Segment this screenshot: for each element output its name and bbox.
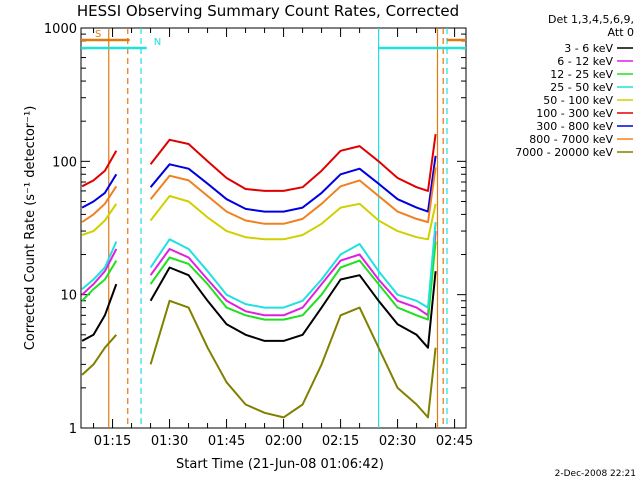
legend-label: 100 - 300 keV: [536, 107, 613, 120]
series-line: [81, 283, 118, 342]
x-tick-label: 02:00: [265, 434, 302, 449]
series-line: [81, 241, 118, 290]
timestamp: 2-Dec-2008 22:21: [555, 469, 636, 479]
series-line: [81, 260, 118, 302]
series-line: [149, 222, 437, 309]
legend-label: 12 - 25 keV: [550, 68, 613, 81]
x-tick-label: 02:30: [379, 434, 416, 449]
x-tick-label: 01:45: [208, 434, 245, 449]
x-axis-label: Start Time (21-Jun-08 01:06:42): [176, 457, 384, 472]
series-line: [81, 185, 118, 223]
series-line: [149, 195, 437, 241]
series-line: [81, 248, 118, 296]
legend-label: 25 - 50 keV: [550, 81, 613, 94]
legend-label: 50 - 100 keV: [543, 94, 613, 107]
legend-title-line-2: Att 0: [608, 26, 634, 39]
series-line: [149, 167, 437, 225]
legend-label: 800 - 7000 keV: [529, 133, 613, 146]
x-tick-label: 01:30: [151, 434, 188, 449]
series-line: [81, 203, 118, 236]
legend-label: 3 - 6 keV: [564, 42, 613, 55]
flag-label: S: [95, 29, 101, 40]
series-line: [149, 231, 437, 317]
series-line: [81, 334, 118, 376]
plot-area: 1 10 100 1000 01:15 01:30 01:45 02:00 02:15 02:30…: [44, 22, 473, 449]
y-tick-label: 100: [52, 155, 77, 170]
legend-title-line-1: Det 1,3,4,5,6,9,: [548, 13, 634, 26]
x-tick-label: 01:15: [94, 434, 131, 449]
flag-label: N: [154, 37, 161, 48]
series-line: [149, 299, 437, 419]
plot-frame: [80, 27, 467, 429]
legend-label: 6 - 12 keV: [557, 55, 613, 68]
series-line: [81, 150, 118, 188]
y-tick-label: 1: [69, 422, 77, 437]
series-line: [149, 133, 437, 192]
series-line: [81, 173, 118, 209]
x-tick-label: 02:45: [436, 434, 473, 449]
y-axis-label: Corrected Count Rate (s⁻¹ detector⁻¹): [23, 106, 38, 351]
y-tick-label: 1000: [44, 22, 77, 37]
series-line: [149, 241, 437, 321]
x-tick-label: 02:15: [322, 434, 359, 449]
y-tick-label: 10: [60, 289, 77, 304]
series-line: [149, 155, 437, 213]
legend-label: 7000 - 20000 keV: [515, 146, 613, 159]
series-line: [149, 266, 437, 349]
chart-title: HESSI Observing Summary Count Rates, Cor…: [77, 2, 459, 20]
legend-label: 300 - 800 keV: [536, 120, 613, 133]
